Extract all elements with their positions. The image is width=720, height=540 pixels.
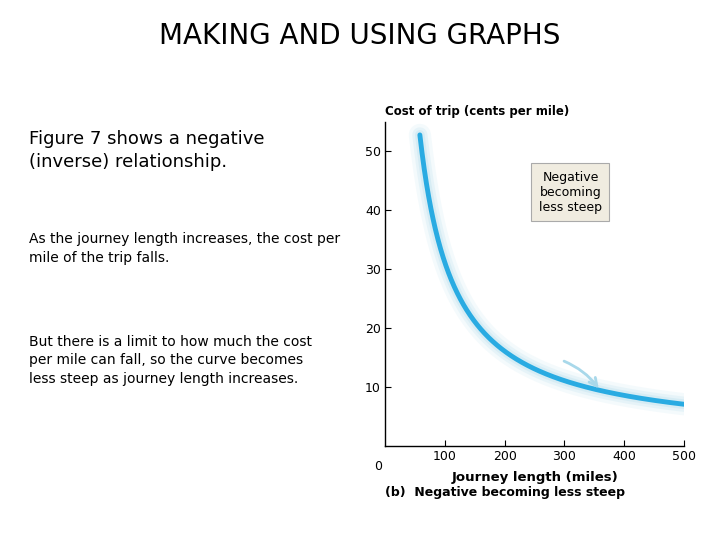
Text: But there is a limit to how much the cost
per mile can fall, so the curve become: But there is a limit to how much the cos… <box>29 335 312 386</box>
Text: 0: 0 <box>374 460 382 472</box>
Text: As the journey length increases, the cost per
mile of the trip falls.: As the journey length increases, the cos… <box>29 232 340 265</box>
Text: MAKING AND USING GRAPHS: MAKING AND USING GRAPHS <box>159 22 561 50</box>
Text: (b)  Negative becoming less steep: (b) Negative becoming less steep <box>385 486 625 499</box>
Text: Cost of trip (cents per mile): Cost of trip (cents per mile) <box>385 105 570 118</box>
Text: Negative
becoming
less steep: Negative becoming less steep <box>539 171 602 214</box>
Text: Figure 7 shows a negative
(inverse) relationship.: Figure 7 shows a negative (inverse) rela… <box>29 130 264 171</box>
X-axis label: Journey length (miles): Journey length (miles) <box>451 471 618 484</box>
